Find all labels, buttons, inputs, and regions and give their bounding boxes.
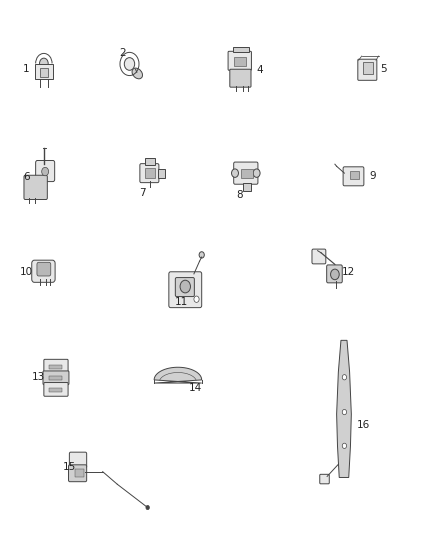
- FancyBboxPatch shape: [234, 162, 258, 184]
- FancyBboxPatch shape: [320, 474, 329, 484]
- FancyBboxPatch shape: [169, 272, 202, 308]
- FancyBboxPatch shape: [140, 164, 159, 183]
- Bar: [145, 168, 155, 178]
- Text: 11: 11: [175, 297, 188, 308]
- Circle shape: [42, 167, 49, 176]
- Bar: [234, 56, 246, 66]
- Bar: [158, 169, 165, 178]
- FancyBboxPatch shape: [358, 59, 377, 80]
- Circle shape: [331, 269, 339, 280]
- Circle shape: [342, 443, 346, 448]
- Text: 16: 16: [357, 419, 371, 430]
- Text: 9: 9: [369, 171, 376, 181]
- Text: 4: 4: [257, 65, 263, 75]
- Circle shape: [253, 169, 260, 177]
- Bar: [350, 171, 359, 179]
- Text: 5: 5: [380, 64, 387, 74]
- Circle shape: [124, 58, 134, 70]
- Polygon shape: [337, 341, 351, 478]
- Circle shape: [180, 280, 191, 293]
- Bar: [39, 68, 48, 77]
- FancyBboxPatch shape: [327, 265, 342, 283]
- Text: 8: 8: [237, 190, 243, 200]
- Text: 12: 12: [342, 267, 355, 277]
- Circle shape: [146, 505, 149, 510]
- Bar: [75, 469, 84, 477]
- Text: 2: 2: [120, 48, 126, 58]
- Text: 14: 14: [189, 383, 202, 393]
- Bar: [145, 158, 155, 165]
- Circle shape: [39, 58, 48, 69]
- Circle shape: [342, 375, 346, 380]
- Circle shape: [342, 409, 346, 415]
- Circle shape: [194, 296, 199, 302]
- Bar: [363, 62, 372, 74]
- Circle shape: [199, 252, 204, 258]
- Text: 7: 7: [139, 188, 145, 198]
- Bar: [243, 183, 251, 191]
- FancyBboxPatch shape: [343, 167, 364, 186]
- Circle shape: [232, 169, 238, 177]
- Bar: [35, 64, 53, 79]
- FancyBboxPatch shape: [69, 452, 87, 468]
- FancyBboxPatch shape: [230, 69, 251, 87]
- Text: 1: 1: [23, 64, 30, 74]
- FancyBboxPatch shape: [228, 51, 251, 70]
- FancyBboxPatch shape: [24, 175, 47, 199]
- FancyBboxPatch shape: [44, 383, 68, 396]
- FancyBboxPatch shape: [68, 465, 87, 482]
- Bar: [241, 169, 253, 179]
- Bar: [49, 376, 62, 381]
- FancyBboxPatch shape: [37, 262, 51, 276]
- Text: 10: 10: [20, 267, 33, 277]
- Text: 6: 6: [23, 172, 30, 182]
- FancyBboxPatch shape: [35, 160, 55, 182]
- FancyBboxPatch shape: [32, 260, 55, 282]
- Text: 13: 13: [32, 372, 45, 382]
- Polygon shape: [154, 367, 202, 383]
- Bar: [233, 47, 249, 52]
- Text: 15: 15: [63, 462, 77, 472]
- Ellipse shape: [132, 68, 142, 79]
- FancyBboxPatch shape: [43, 371, 69, 385]
- Bar: [49, 365, 62, 369]
- FancyBboxPatch shape: [175, 278, 194, 296]
- FancyBboxPatch shape: [312, 249, 326, 264]
- Bar: [49, 388, 62, 392]
- FancyBboxPatch shape: [44, 359, 68, 373]
